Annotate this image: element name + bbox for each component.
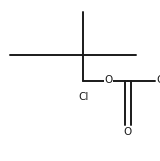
Text: OH: OH: [156, 76, 160, 85]
Text: O: O: [124, 127, 132, 137]
Text: O: O: [105, 76, 113, 85]
Text: Cl: Cl: [78, 92, 88, 102]
